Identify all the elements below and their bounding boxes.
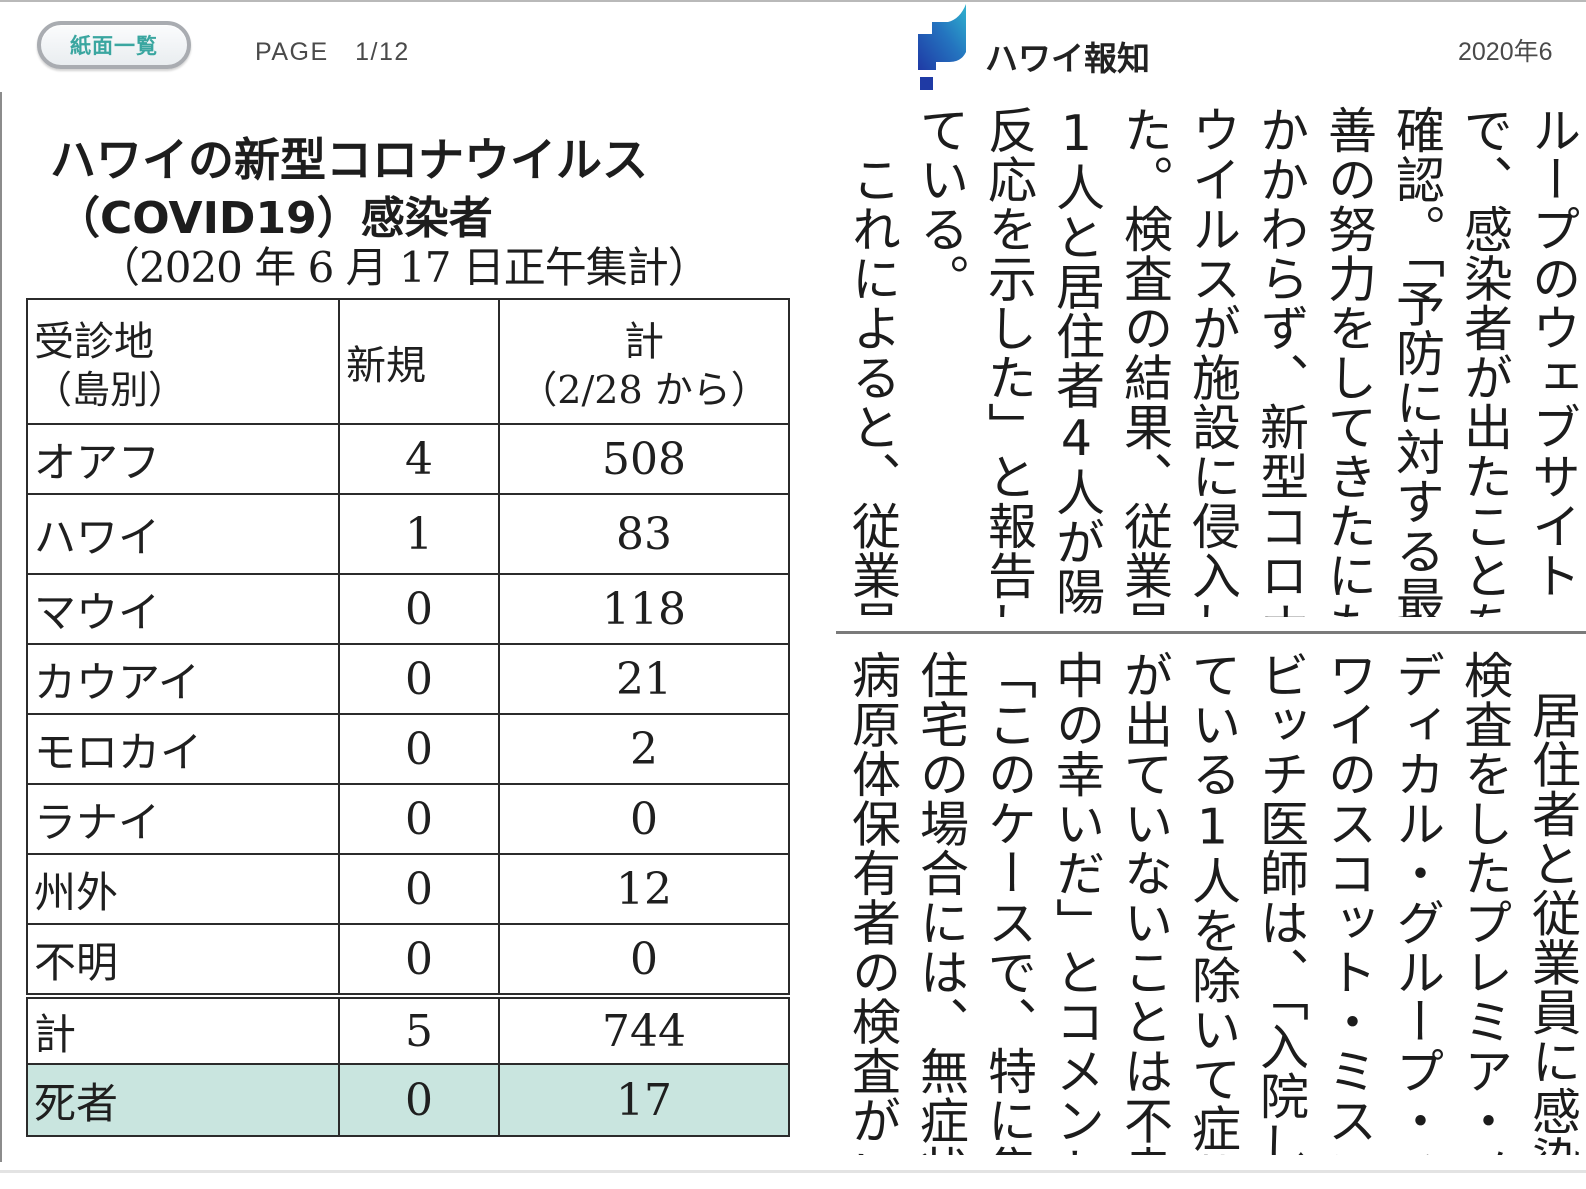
article-column: 1人と居住者4人が陽性 <box>1048 105 1105 617</box>
row-total: 118 <box>498 573 790 645</box>
hawaii-hochi-logo-icon <box>918 4 966 90</box>
article-column: ループのウェブサイト <box>1524 105 1581 600</box>
row-new: 1 <box>338 493 500 575</box>
article-column: かかわらず、新型コロナ <box>1252 105 1309 617</box>
row-new: 0 <box>338 713 500 785</box>
infobox-date-note: （2020 年 6 月 17 日正午集計） <box>98 243 710 292</box>
row-total: 0 <box>498 923 790 999</box>
deaths-new: 0 <box>338 1063 500 1137</box>
article-column: ている。 <box>912 105 969 303</box>
table-row: モロカイ 0 2 <box>26 713 790 785</box>
article-column: ワイのスコット・ミスコ <box>1320 650 1377 1155</box>
table-row: 不明 0 0 <box>26 923 790 999</box>
table-total-row: 計 5 744 <box>26 995 790 1065</box>
infobox-subtitle: （COVID19）感染者 <box>56 193 493 244</box>
table-row: マウイ 0 118 <box>26 573 790 645</box>
article-column: ウイルスが施設に侵入し <box>1184 105 1241 617</box>
article-column: 「このケースで、特に集合 <box>980 650 1037 1155</box>
issue-date: 2020年6 <box>1458 38 1553 66</box>
row-total: 21 <box>498 643 790 715</box>
row-location: モロカイ <box>26 713 340 785</box>
table-row: ラナイ 0 0 <box>26 783 790 855</box>
column-header-new: 新規 <box>338 298 500 425</box>
table-row: 州外 0 12 <box>26 853 790 925</box>
total-cumulative: 744 <box>498 995 790 1065</box>
article-column: 病原体保有者の検査がい <box>844 650 901 1155</box>
article-column: 居住者と従業員に感染 <box>1524 690 1581 1155</box>
row-new: 0 <box>338 853 500 925</box>
row-location: カウアイ <box>26 643 340 715</box>
article-column: ている1人を除いて症状 <box>1184 650 1241 1155</box>
row-total: 0 <box>498 783 790 855</box>
column-header-location: 受診地 （島別） <box>26 298 340 425</box>
article-column: 善の努力をしてきたにも <box>1320 105 1377 617</box>
article-column: 検査をしたプレミア・メ <box>1456 650 1513 1155</box>
article-upper-block: ループのウェブサイト で、感染者が出たことを 確認。「予防に対する最 善の努力を… <box>838 105 1586 617</box>
row-new: 4 <box>338 423 500 495</box>
article-column: ディカル・グループ・ハ <box>1388 650 1445 1155</box>
publication-name: ハワイ報知 <box>985 39 1150 78</box>
article-column: 中の幸いだ」とコメント。 <box>1048 650 1105 1155</box>
row-new: 0 <box>338 783 500 855</box>
table-row: ハワイ 1 83 <box>26 493 790 575</box>
row-location: マウイ <box>26 573 340 645</box>
row-location: オアフ <box>26 423 340 495</box>
deaths-label: 死者 <box>26 1063 340 1137</box>
row-total: 12 <box>498 853 790 925</box>
article-column: た。検査の結果、従業員 <box>1116 105 1173 617</box>
deaths-total: 17 <box>498 1063 790 1137</box>
row-total: 508 <box>498 423 790 495</box>
article-column: 反応を示した」と報告し <box>980 105 1037 617</box>
deaths-table: 死者 0 17 <box>26 1063 790 1137</box>
page-bottom-edge <box>0 1170 1586 1173</box>
row-total: 2 <box>498 713 790 785</box>
row-new: 0 <box>338 923 500 999</box>
page-indicator: PAGE 1/12 <box>255 38 410 66</box>
page-list-button[interactable]: 紙面一覧 <box>37 21 191 69</box>
top-border <box>0 0 1586 2</box>
table-row: オアフ 4 508 <box>26 423 790 495</box>
page-left-edge <box>0 92 2 1162</box>
article-column: が出ていないことは不幸 <box>1116 650 1173 1155</box>
column-divider <box>836 631 1586 634</box>
covid-cases-table: 受診地 （島別） 新規 計 （2/28 から） オアフ 4 508 ハワイ 1 … <box>26 298 790 1065</box>
article-column: 住宅の場合には、無症状 <box>912 650 969 1155</box>
infobox-title: ハワイの新型コロナウイルス <box>50 133 648 187</box>
table-row: カウアイ 0 21 <box>26 643 790 715</box>
article-column: ビッチ医師は、「入院し <box>1252 650 1309 1155</box>
viewer-toolbar: 紙面一覧 PAGE 1/12 ハワイ報知 2020年6 <box>0 2 1586 92</box>
row-location: ハワイ <box>26 493 340 575</box>
row-location: 州外 <box>26 853 340 925</box>
row-location: 不明 <box>26 923 340 999</box>
row-new: 0 <box>338 573 500 645</box>
table-header-row: 受診地 （島別） 新規 計 （2/28 から） <box>26 298 790 425</box>
row-new: 0 <box>338 643 500 715</box>
deaths-row: 死者 0 17 <box>26 1063 790 1137</box>
total-label: 計 <box>26 995 340 1065</box>
article-column: 確認。「予防に対する最 <box>1388 105 1445 617</box>
article-column: これによると、従業員 <box>844 105 901 618</box>
article-column: で、感染者が出たことを <box>1456 105 1513 617</box>
row-location: ラナイ <box>26 783 340 855</box>
article-lower-block: 居住者と従業員に感染 検査をしたプレミア・メ ディカル・グループ・ハ ワイのスコ… <box>838 650 1586 1155</box>
total-new: 5 <box>338 995 500 1065</box>
column-header-total: 計 （2/28 から） <box>498 298 790 425</box>
row-total: 83 <box>498 493 790 575</box>
